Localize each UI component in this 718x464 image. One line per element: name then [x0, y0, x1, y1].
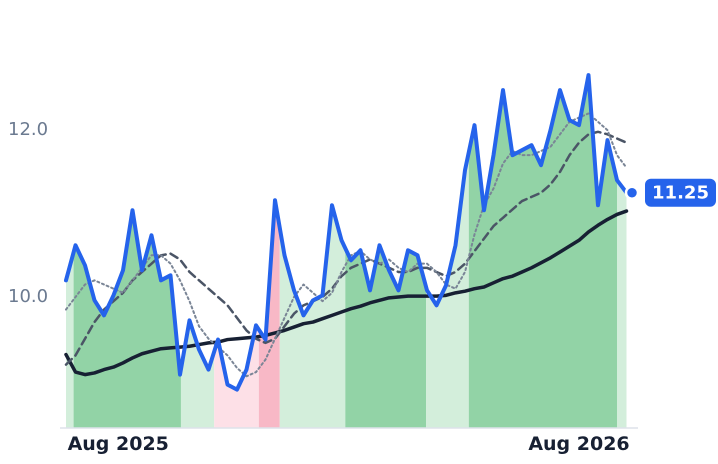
region [426, 75, 469, 428]
region [345, 75, 427, 428]
y-tick-label: 12.0 [8, 119, 48, 140]
region [73, 75, 181, 428]
series-line [64, 209, 629, 377]
y-tick-label: 10.0 [8, 286, 48, 307]
series-line [64, 73, 629, 392]
regions [66, 75, 627, 428]
region [617, 75, 627, 428]
region [214, 75, 259, 428]
series-line [64, 130, 628, 366]
x-tick-label: Aug 2026 [528, 433, 629, 455]
last-point [624, 185, 640, 200]
region [468, 75, 617, 428]
lines [64, 73, 629, 392]
series-line [65, 112, 628, 378]
x-tick-label: Aug 2025 [68, 433, 169, 455]
last-value-badge [645, 178, 716, 207]
last-value-label: 11.25 [652, 183, 709, 204]
